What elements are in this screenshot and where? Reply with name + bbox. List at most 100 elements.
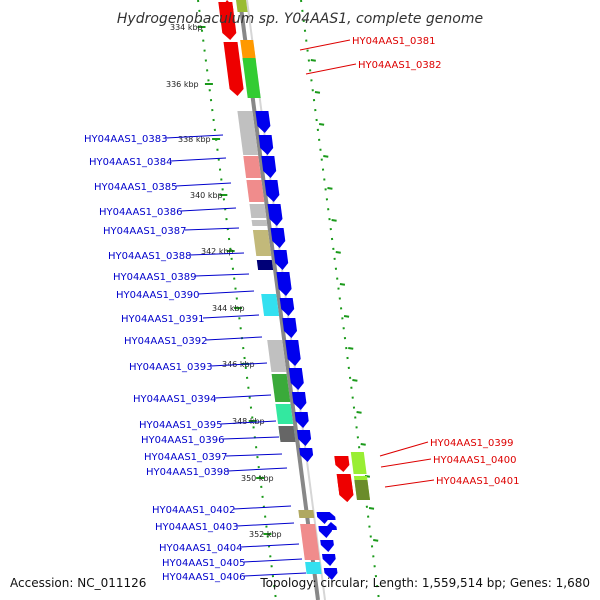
- gene-label-leader: [214, 394, 272, 399]
- reverse-gene-arrow: [218, 2, 237, 40]
- forward-gene-arrow: [296, 430, 312, 446]
- gene-label-leader: [175, 182, 232, 187]
- gene-label: HY04AAS1_0400: [433, 455, 516, 466]
- cog-color-box: [256, 260, 274, 270]
- gene-label: HY04AAS1_0388: [108, 251, 191, 262]
- gene-label: HY04AAS1_0397: [144, 452, 227, 463]
- forward-gene-arrow: [323, 568, 338, 580]
- gene-label: HY04AAS1_0384: [89, 157, 172, 168]
- track-tick-mark: [348, 347, 354, 350]
- left-dotted-track: [197, 0, 277, 600]
- track-tick-mark: [339, 283, 346, 286]
- cog-color-box: [354, 480, 370, 500]
- forward-gene-arrow: [294, 412, 309, 428]
- accession-label: Accession: NC_011126: [10, 576, 146, 590]
- gene-label-leader: [384, 479, 435, 488]
- forward-gene-arrow: [273, 250, 289, 270]
- scale-tick-label: 352 kbp: [249, 530, 282, 539]
- cog-color-box: [298, 510, 315, 518]
- gene-label-leader: [220, 420, 277, 425]
- reverse-gene-arrow: [337, 480, 354, 502]
- gene-label-leader: [205, 336, 263, 341]
- cog-color-box: [237, 111, 259, 155]
- track-tick-mark: [327, 187, 333, 190]
- reverse-gene-arrow: [334, 456, 350, 472]
- track-tick-mark: [368, 507, 375, 510]
- gene-label-leader: [189, 252, 245, 256]
- forward-gene-arrow: [322, 554, 336, 566]
- cog-color-box: [305, 562, 322, 574]
- gene-label: HY04AAS1_0401: [436, 476, 519, 487]
- gene-label: HY04AAS1_0390: [116, 290, 199, 301]
- cog-color-box: [246, 180, 265, 202]
- track-tick-mark: [352, 379, 358, 382]
- forward-gene-arrow: [316, 512, 331, 524]
- gene-label-leader: [225, 453, 283, 457]
- gene-label-leader: [305, 63, 357, 75]
- gene-label: HY04AAS1_0406: [162, 572, 245, 583]
- cog-color-box: [243, 156, 262, 178]
- gene-label-leader: [210, 362, 268, 367]
- cog-color-box: [261, 294, 280, 316]
- reverse-gene-arrow: [222, 0, 234, 10]
- track-tick-mark: [323, 155, 329, 158]
- forward-gene-arrow: [267, 204, 283, 226]
- gene-label-leader: [194, 273, 250, 277]
- cog-color-box: [236, 0, 248, 12]
- forward-gene-arrow: [285, 340, 301, 366]
- gene-label: HY04AAS1_0382: [358, 60, 441, 71]
- cog-color-box: [275, 404, 294, 424]
- forward-gene-arrow: [261, 156, 277, 178]
- scale-tick-label: 334 kbp: [170, 23, 203, 32]
- cog-color-box: [240, 40, 257, 62]
- gene-label-leader: [180, 207, 237, 212]
- forward-gene-arrow: [270, 228, 286, 248]
- forward-gene-arrow: [258, 135, 274, 155]
- forward-gene-arrow: [279, 298, 295, 316]
- gene-label: HY04AAS1_0387: [103, 226, 186, 237]
- labels-layer: 334 kbp 336 kbp 338 kbp 340 kbp 342 kbp 344 k…: [84, 23, 519, 583]
- cog-color-box: [271, 374, 291, 402]
- reverse-gene-arrow: [223, 42, 244, 96]
- gene-label: HY04AAS1_0381: [352, 36, 435, 47]
- track-tick-mark: [373, 539, 379, 542]
- gene-label-leader: [243, 572, 307, 577]
- gene-label: HY04AAS1_0391: [121, 314, 204, 325]
- gene-label: HY04AAS1_0405: [162, 558, 245, 569]
- gene-label: HY04AAS1_0404: [159, 543, 242, 554]
- gene-label-leader: [233, 505, 292, 510]
- gene-label: HY04AAS1_0393: [129, 362, 212, 373]
- track-tick-mark: [356, 411, 362, 414]
- gene-label: HY04AAS1_0383: [84, 134, 167, 145]
- gene-label: HY04AAS1_0396: [141, 435, 224, 446]
- gene-label-leader: [165, 134, 224, 139]
- track-tick-mark: [335, 251, 341, 254]
- forward-gene-arrow: [292, 392, 307, 410]
- forward-gene-arrow: [326, 522, 337, 530]
- gene-label: HY04AAS1_0392: [124, 336, 207, 347]
- gene-label-leader: [202, 314, 260, 319]
- track-tick-mark: [360, 443, 366, 446]
- scale-tick-label: 348 kbp: [232, 417, 265, 426]
- gene-label: HY04AAS1_0402: [152, 505, 235, 516]
- scale-tick-label: 340 kbp: [190, 191, 223, 200]
- cog-color-box: [249, 204, 267, 218]
- gene-label-leader: [299, 39, 351, 51]
- cog-color-box: [242, 58, 261, 98]
- gene-label: HY04AAS1_0395: [139, 420, 222, 431]
- gene-label-leader: [240, 543, 300, 548]
- backbone-line: [238, 0, 320, 600]
- gene-label: HY04AAS1_0389: [113, 272, 196, 283]
- cog-color-box: [278, 426, 296, 442]
- map-title: Hydrogenobaculum sp. Y04AAS1, complete g…: [117, 11, 483, 27]
- gene-label-leader: [236, 522, 295, 527]
- cog-color-box: [252, 230, 272, 256]
- track-tick-mark: [318, 123, 325, 126]
- scale-tick-label: 342 kbp: [201, 247, 234, 256]
- genome-stats-label: Topology: circular; Length: 1,559,514 bp…: [259, 576, 590, 590]
- scale-tick-label: 350 kbp: [241, 474, 274, 483]
- gene-label-leader: [222, 436, 280, 440]
- track-tick-mark: [310, 59, 316, 62]
- cog-color-box: [267, 340, 287, 372]
